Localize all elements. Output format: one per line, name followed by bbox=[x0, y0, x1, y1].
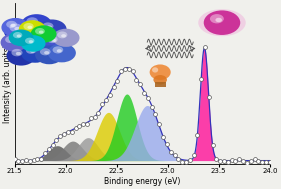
Y-axis label: Intensity (arb. units): Intensity (arb. units) bbox=[3, 44, 12, 123]
X-axis label: Binding energy (eV): Binding energy (eV) bbox=[104, 177, 180, 186]
